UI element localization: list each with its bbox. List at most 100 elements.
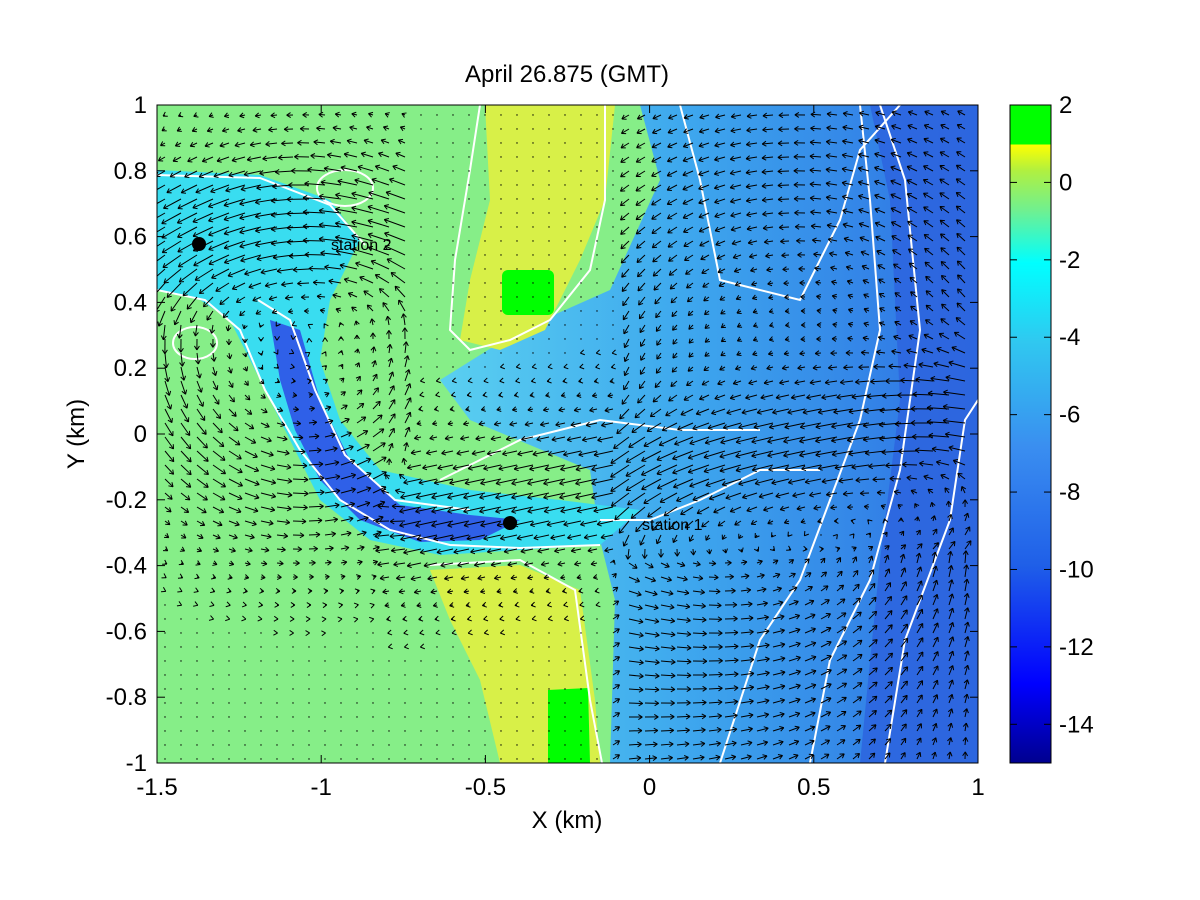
vector-arrow (890, 152, 902, 158)
vector-head (274, 168, 280, 173)
vector-head (318, 111, 324, 115)
vector-arrow (843, 366, 854, 369)
vector-head (652, 118, 658, 120)
vector-head (335, 194, 340, 199)
vector-head (858, 366, 863, 371)
vector-head (862, 425, 868, 429)
vector-head (316, 293, 322, 297)
vector-arrow (388, 371, 394, 382)
vector-head (165, 392, 170, 396)
vector-arrow (177, 212, 198, 224)
vector-head (707, 427, 713, 431)
vector-head (777, 199, 783, 203)
vector-head (189, 469, 192, 475)
vector-head (787, 412, 793, 415)
vector-arrow (308, 533, 320, 536)
vector-head (610, 486, 614, 492)
vector-dot (612, 184, 614, 186)
vector-arrow (672, 338, 678, 345)
vector-head (272, 186, 277, 190)
vector-head (956, 232, 962, 235)
vector-arrow (543, 478, 566, 485)
vector-arrow (621, 282, 630, 292)
vector-head (714, 398, 720, 401)
vector-head (330, 138, 335, 142)
vector-arrow (726, 408, 742, 414)
vector-arrow (383, 126, 390, 130)
vector-head (363, 290, 367, 296)
vector-head (940, 247, 946, 249)
vector-head (682, 199, 686, 205)
vector-head (287, 494, 293, 498)
vector-arrow (219, 296, 230, 305)
vector-dot (596, 254, 598, 256)
vector-head (410, 452, 416, 456)
vector-arrow (918, 363, 934, 368)
vector-arrow (313, 141, 326, 144)
vector-arrow (825, 182, 838, 186)
vector-head (800, 294, 805, 298)
vector-arrow (637, 394, 646, 404)
vector-head (698, 188, 704, 191)
vector-arrow (164, 380, 170, 396)
vector-arrow (277, 268, 294, 272)
vector-arrow (915, 449, 934, 452)
vector-head (239, 481, 243, 487)
vector-head (304, 180, 310, 184)
vector-head (152, 297, 157, 298)
vector-arrow (700, 254, 710, 260)
vector-head (688, 352, 691, 358)
vector-arrow (567, 436, 582, 441)
vector-dot (580, 324, 582, 326)
vector-head (923, 165, 927, 171)
vector-arrow (751, 436, 774, 443)
vector-head (911, 489, 916, 491)
vector-head (652, 271, 655, 277)
vector-head (259, 170, 264, 174)
vector-head (276, 363, 279, 369)
vector-head (956, 246, 962, 249)
vector-head (729, 198, 734, 203)
vector-arrow (372, 414, 383, 424)
vector-head (622, 289, 627, 292)
vector-arrow (668, 268, 678, 276)
vector-dot (596, 128, 598, 130)
vector-arrow (178, 324, 182, 339)
vector-head (335, 308, 340, 314)
vector-arrow (907, 234, 918, 242)
vector-head (951, 346, 957, 348)
vector-head (898, 448, 903, 452)
vector-arrow (809, 492, 822, 496)
vector-head (441, 449, 446, 454)
vector-arrow (208, 198, 230, 208)
vector-head (335, 192, 341, 196)
vector-head (502, 450, 507, 455)
vector-arrow (340, 432, 352, 438)
vector-head (255, 216, 260, 220)
vector-arrow (809, 155, 822, 158)
vector-head (216, 160, 222, 163)
vector-head (643, 498, 647, 504)
vector-head (333, 447, 338, 452)
vector-arrow (698, 212, 710, 218)
vector-arrow (810, 127, 822, 130)
vector-head (907, 234, 911, 240)
vector-arrow (749, 254, 758, 258)
vector-head (389, 177, 395, 180)
vector-head (408, 369, 411, 375)
vector-dot (484, 338, 486, 340)
vector-head (864, 449, 870, 454)
vector-head (889, 478, 894, 482)
vector-dot (420, 366, 422, 368)
vector-head (831, 295, 836, 300)
vector-arrow (831, 281, 838, 284)
vector-arrow (662, 422, 678, 431)
vector-head (610, 472, 614, 478)
vector-head (511, 508, 516, 513)
vector-head (271, 465, 276, 470)
vector-arrow (791, 394, 806, 399)
vector-head (239, 494, 243, 500)
vector-head (841, 196, 846, 201)
vector-head (352, 474, 357, 479)
vector-arrow (340, 488, 356, 494)
